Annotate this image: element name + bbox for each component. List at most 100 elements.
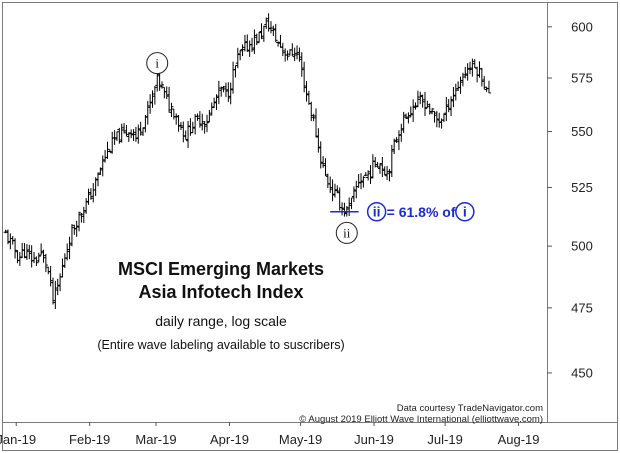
ohlc-bar — [207, 109, 212, 123]
ohlc-bar — [98, 167, 103, 175]
ohlc-bar — [103, 149, 108, 163]
ohlc-bar — [359, 173, 364, 190]
retrace-text: = 61.8% of — [387, 204, 456, 220]
ohlc-bar — [349, 197, 354, 210]
ohlc-bar — [72, 224, 77, 235]
ohlc-bar — [482, 76, 487, 90]
y-tick-label: 600 — [571, 19, 593, 34]
ohlc-bar — [295, 45, 300, 60]
ohlc-bar — [363, 172, 368, 177]
ohlc-bar — [148, 94, 153, 114]
ohlc-bar — [273, 23, 278, 43]
svg-text:i: i — [155, 56, 159, 71]
ohlc-bar — [34, 256, 39, 266]
ohlc-bar — [36, 252, 41, 263]
ohlc-bar — [278, 34, 283, 48]
ohlc-bar — [84, 198, 89, 214]
ohlc-bar — [254, 33, 259, 45]
ohlc-bar — [456, 81, 461, 91]
ohlc-bar — [171, 108, 176, 120]
ohlc-bar — [3, 229, 8, 234]
ohlc-bar — [88, 188, 93, 200]
ohlc-bar — [200, 113, 205, 131]
ohlc-bar — [107, 149, 112, 153]
ohlc-bar — [261, 25, 266, 42]
ohlc-bar — [366, 170, 371, 181]
y-tick-label: 550 — [571, 124, 593, 139]
ohlc-bar — [368, 165, 373, 185]
ohlc-bar — [323, 158, 328, 177]
ohlc-bar — [79, 212, 84, 223]
ohlc-bar — [58, 273, 63, 292]
chart-title: MSCI Emerging Markets — [118, 259, 324, 279]
ohlc-bar — [245, 34, 250, 52]
ohlc-bar — [332, 183, 337, 198]
ohlc-bar — [432, 110, 437, 123]
ohlc-bar — [479, 67, 484, 87]
ohlc-bar — [119, 123, 124, 143]
retrace-label-a: ii — [366, 202, 387, 222]
chart-title-line2: Asia Infotech Index — [138, 282, 303, 302]
ohlc-bar — [250, 37, 255, 53]
ohlc-bar — [427, 103, 432, 115]
ohlc-bar — [418, 91, 423, 105]
ohlc-bar — [17, 252, 22, 266]
ohlc-bar — [214, 94, 219, 110]
ohlc-bar — [451, 86, 456, 108]
ohlc-bar — [169, 102, 174, 117]
ohlc-bar — [183, 130, 188, 141]
ohlc-bar — [202, 121, 207, 134]
ohlc-bar — [29, 245, 34, 268]
ohlc-bar — [190, 121, 195, 134]
ohlc-bar — [299, 52, 304, 77]
ohlc-bar — [285, 50, 290, 61]
ohlc-bar — [470, 58, 475, 77]
x-tick-label: Apr-19 — [210, 432, 249, 447]
ohlc-bar — [32, 251, 37, 264]
x-axis: Jan-19 Feb-19 Mar-19 Apr-19 May-19 Jun-19 Jul-… — [0, 422, 540, 447]
ohlc-bar — [226, 82, 231, 102]
ohlc-bar — [91, 183, 96, 203]
chart-subtitle: daily range, log scale — [155, 313, 287, 329]
data-credit: Data courtesy TradeNavigator.com — [397, 403, 543, 414]
ohlc-bar — [266, 13, 271, 32]
ohlc-bar — [65, 243, 70, 261]
ohlc-bar — [240, 44, 245, 57]
ohlc-bar — [309, 101, 314, 122]
ohlc-bar — [399, 123, 404, 142]
ohlc-bar — [449, 96, 454, 116]
svg-text:ii: ii — [343, 225, 351, 240]
y-axis: 600 575 550 525 500 475 450 — [547, 19, 593, 380]
ohlc-bar — [13, 238, 18, 259]
retracement-annotation: ii = 61.8% of i — [330, 202, 475, 222]
ohlc-bar — [477, 61, 482, 78]
ohlc-bar — [174, 113, 179, 125]
y-tick-label: 500 — [571, 239, 593, 254]
ohlc-bar — [164, 86, 169, 100]
ohlc-bar — [259, 23, 264, 40]
wave-label-ii: ii — [335, 221, 358, 244]
ohlc-bar — [444, 97, 449, 122]
ohlc-bar — [197, 111, 202, 128]
ohlc-bar — [126, 132, 131, 142]
ohlc-bar — [413, 102, 418, 110]
ohlc-bar — [340, 202, 345, 216]
y-tick-label: 575 — [571, 71, 593, 86]
ohlc-bar — [131, 129, 136, 141]
ohlc-bar — [351, 186, 356, 203]
ohlc-bar — [425, 100, 430, 109]
ohlc-bar — [446, 99, 451, 113]
ohlc-bar — [290, 43, 295, 57]
price-bars — [3, 13, 491, 310]
ohlc-bar — [22, 243, 27, 259]
ohlc-bar — [271, 25, 276, 36]
ohlc-bar — [195, 113, 200, 121]
ohlc-bar — [313, 108, 318, 138]
ohlc-bar — [280, 42, 285, 57]
ohlc-bar — [389, 144, 394, 178]
ohlc-bar — [110, 131, 115, 154]
ohlc-bar — [48, 266, 53, 287]
ohlc-bar — [43, 253, 48, 273]
retrace-label-b: i — [455, 202, 475, 222]
ohlc-bar — [370, 154, 375, 179]
